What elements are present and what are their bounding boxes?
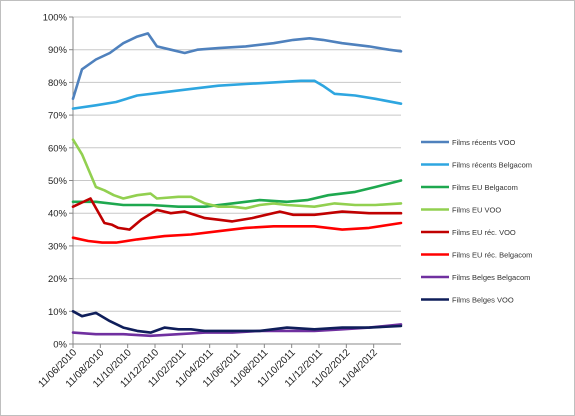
gridlines [73, 16, 401, 312]
axes [69, 16, 401, 348]
x-tick-labels: 11/06/201011/08/201011/10/201011/12/2010… [36, 347, 380, 390]
y-tick-label: 60% [48, 143, 68, 154]
series-line-7 [71, 310, 403, 334]
legend-label: Films récents VOO [452, 138, 516, 147]
y-tick-label: 100% [43, 13, 68, 24]
legend: Films récents VOO Films récents Belgacom F… [421, 138, 532, 304]
y-tick-label: 30% [48, 241, 68, 252]
legend-label: Films récents Belgacom [452, 160, 532, 169]
series-line-3 [71, 138, 403, 210]
y-tick-label: 20% [48, 274, 68, 285]
series-line-2 [71, 179, 403, 208]
legend-label: Films EU VOO [452, 205, 501, 214]
series-line-6 [71, 323, 403, 338]
series-lines [71, 32, 403, 338]
legend-label: Films EU réc. VOO [452, 228, 516, 237]
legend-label: Films Belges VOO [452, 295, 514, 304]
y-tick-label: 40% [48, 209, 68, 220]
series-line-4 [71, 197, 403, 231]
y-tick-label: 80% [48, 78, 68, 89]
series-line-0 [71, 32, 403, 101]
y-tick-label: 10% [48, 307, 68, 318]
legend-label: Films EU réc. Belgacom [452, 250, 532, 259]
y-tick-label: 0% [53, 340, 67, 351]
y-tick-label: 70% [48, 111, 68, 122]
y-tick-label: 90% [48, 45, 68, 56]
y-tick-label: 50% [48, 176, 68, 187]
legend-label: Films EU Belgacom [452, 183, 518, 192]
series-line-1 [71, 79, 403, 110]
series-line-5 [71, 221, 403, 244]
legend-label: Films Belges Belgacom [452, 273, 530, 282]
y-tick-labels: 0% 10% 20% 30% 40% 50% 60% 70% 80% 90% 100% [43, 13, 68, 351]
